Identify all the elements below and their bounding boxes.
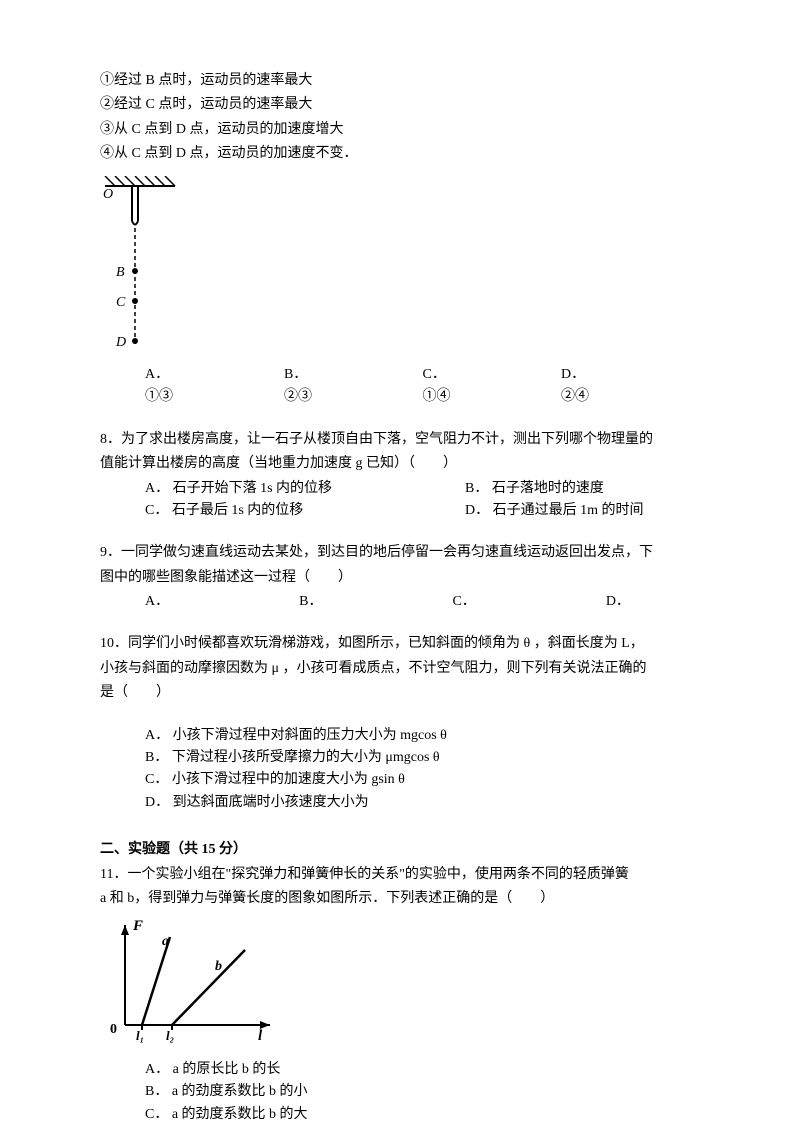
q8-text1: 8．为了求出楼房高度，让一石子从楼顶自由下落，空气阻力不计，测出下列哪个物理量的 [100, 429, 700, 451]
q11-optA: A． a 的原长比 b 的长 [145, 1059, 700, 1081]
svg-text:0: 0 [110, 1022, 117, 1037]
q7-stmt4: ④从 C 点到 D 点，运动员的加速度不变． [100, 143, 700, 165]
svg-text:F: F [132, 918, 143, 934]
q8-optD: D． 石子通过最后 1m 的时间 [465, 500, 644, 522]
q8-text2: 值能计算出楼房的高度（当地重力加速度 g 已知）（ ） [100, 453, 700, 475]
q9-text1: 9．一同学做匀速直线运动去某处，到达目的地后停留一会再匀速直线运动返回出发点，下 [100, 542, 700, 564]
svg-text:l₂: l₂ [166, 1028, 174, 1043]
q8-optC: C． 石子最后 1s 内的位移 [145, 500, 445, 522]
q10-text3: 是（ ） [100, 682, 700, 704]
q10-optC: C． 小孩下滑过程中的加速度大小为 gsin θ [145, 769, 700, 791]
q10-text1: 10．同学们小时候都喜欢玩滑梯游戏，如图所示，已知斜面的倾角为 θ ，斜面长度为… [100, 633, 700, 655]
q11-graph: F a b 0 l₁ l₂ l [100, 915, 700, 1053]
q10-optD: D． 到达斜面底端时小孩速度大小为 [145, 792, 700, 814]
q7-optB: B． ②③ [284, 364, 313, 409]
q10-optA: A． 小孩下滑过程中对斜面的压力大小为 mgcos θ [145, 725, 700, 747]
q11-optC: C． a 的劲度系数比 b 的大 [145, 1104, 700, 1126]
q9-optA: A． [145, 591, 169, 613]
label-D: D [115, 335, 126, 350]
svg-text:b: b [215, 959, 222, 974]
q10-optB: B． 下滑过程小孩所受摩擦力的大小为 μmgcos θ [145, 747, 700, 769]
q9-optC: C． [452, 591, 475, 613]
label-C: C [116, 295, 126, 310]
q7-stmt2: ②经过 C 点时，运动员的速率最大 [100, 94, 700, 116]
q8-optA: A． 石子开始下落 1s 内的位移 [145, 478, 445, 500]
q8-optB: B． 石子落地时的速度 [465, 478, 604, 500]
q9-optD: D． [606, 591, 630, 613]
svg-text:a: a [162, 934, 169, 949]
q10-text2: 小孩与斜面的动摩擦因数为 μ ，小孩可看成质点，不计空气阻力，则下列有关说法正确… [100, 658, 700, 680]
q7-stmt1: ①经过 B 点时，运动员的速率最大 [100, 70, 700, 92]
q11-text1: 11．一个实验小组在"探究弹力和弹簧伸长的关系"的实验中，使用两条不同的轻质弹簧 [100, 864, 700, 886]
q11-optB: B． a 的劲度系数比 b 的小 [145, 1081, 700, 1103]
q7-stmt3: ③从 C 点到 D 点，运动员的加速度增大 [100, 119, 700, 141]
q7-options: A． ①③ B． ②③ C． ①④ D． ②④ [100, 364, 700, 409]
section2-title: 二、实验题（共 15 分） [100, 839, 700, 861]
q7-diagram: O B C D [100, 176, 700, 359]
q7-optD: D． ②④ [561, 364, 590, 409]
label-B: B [116, 265, 125, 280]
q9-optB: B． [299, 591, 322, 613]
q7-optA: A． ①③ [145, 364, 174, 409]
q9-text2: 图中的哪些图象能描述这一过程（ ） [100, 567, 700, 589]
q11-text2: a 和 b，得到弹力与弹簧长度的图象如图所示．下列表述正确的是（ ） [100, 888, 700, 910]
label-O: O [103, 187, 113, 202]
svg-text:l₁: l₁ [136, 1028, 144, 1043]
svg-text:l: l [258, 1028, 263, 1044]
q7-optC: C． ①④ [423, 364, 452, 409]
